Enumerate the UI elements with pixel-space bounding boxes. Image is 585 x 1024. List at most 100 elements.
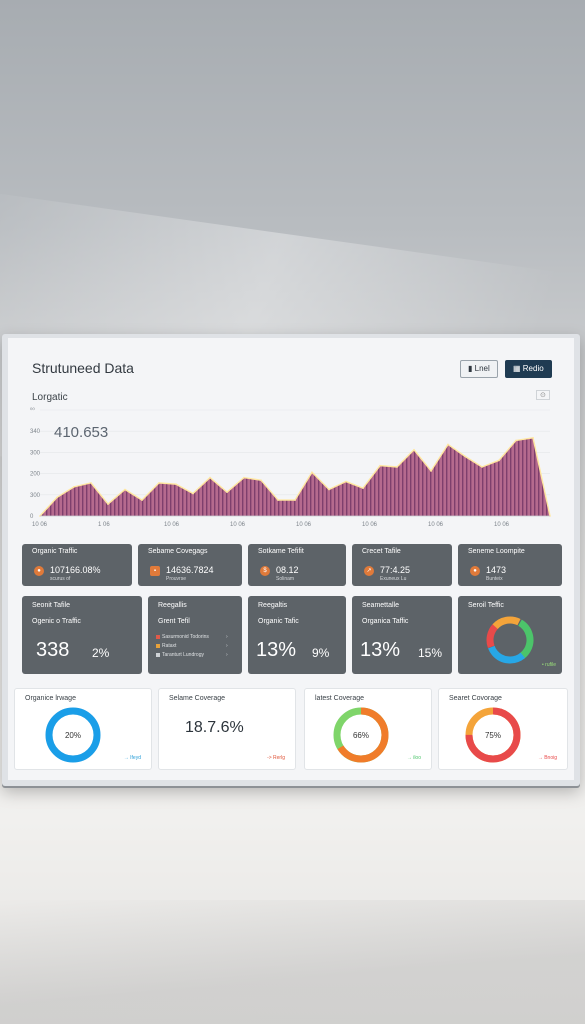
data-point: [107, 503, 109, 505]
metric-sub: Prouvrse: [166, 576, 187, 582]
chart-label: Lorgatic: [32, 392, 68, 403]
data-point: [413, 448, 415, 451]
multi-color-donut: [486, 616, 534, 664]
donut-center-text: 66%: [353, 731, 369, 740]
y-tick-label: ⁰⁰: [30, 407, 35, 414]
y-tick-label: 300: [30, 450, 41, 456]
data-point: [90, 482, 92, 484]
coverage-card-link[interactable]: -> Rerlg: [267, 755, 285, 761]
metric-card-title: Seneme Loompite: [468, 548, 525, 555]
metric-sub: scurus of: [50, 576, 71, 582]
coverage-card-1[interactable]: Organice lrwage 20% → Ifeyd: [14, 688, 152, 770]
data-point: [430, 470, 432, 472]
bars-icon: ▮: [468, 364, 475, 373]
coverage-card-link[interactable]: → iloo: [406, 755, 421, 761]
monitor-frame: Strutuneed Data ▮ Lnel ▦ Redio Lorgatic …: [2, 334, 580, 786]
coverage-card-link[interactable]: → Bnoig: [537, 755, 557, 761]
list-item-label: Taranturt Lundrogy: [162, 652, 204, 658]
app-title: Strutuneed Data: [32, 360, 134, 376]
coverage-card-title: latest Coverage: [315, 695, 365, 702]
data-point: [481, 466, 483, 468]
traffic-card-4[interactable]: Seamettalle Organica Taffic 13% 15%: [352, 596, 452, 674]
chart-options-icon[interactable]: ⊙: [536, 390, 550, 400]
chart-big-value: 410.653: [54, 424, 109, 441]
header-button-dark-label: Redio: [522, 364, 544, 373]
data-point: [226, 491, 228, 493]
metric-value: 107166.08%: [50, 565, 101, 575]
data-point: [294, 499, 296, 501]
metric-value: 1473: [486, 565, 507, 575]
chevron-right-icon: ›: [226, 652, 228, 658]
metric-card-title: Sotkame Tefifit: [258, 548, 304, 555]
donut-center-text: 75%: [485, 731, 501, 740]
traffic-card-foot: • rufile: [542, 662, 556, 668]
coverage-card-title: Searet Covorage: [449, 695, 502, 702]
coverage-card-3[interactable]: latest Coverage 66% → iloo: [304, 688, 432, 770]
x-tick-label: 10 06: [362, 522, 378, 528]
metric-icon: ↗: [364, 566, 374, 576]
coverage-donut: 20%: [45, 707, 101, 763]
chevron-right-icon: ›: [226, 643, 228, 649]
metric-value: 77:4.25: [380, 565, 411, 575]
x-tick-label: 10 06: [494, 522, 510, 528]
data-point: [209, 476, 211, 479]
traffic-card-percent: 2%: [92, 646, 110, 660]
traffic-card-2[interactable]: Reegallis Grent Tefil Sasurmonid Todorin…: [148, 596, 242, 674]
header-button-light[interactable]: ▮ Lnel: [460, 360, 498, 378]
y-tick-label: 300: [30, 493, 41, 499]
y-tick-label: 200: [30, 472, 41, 478]
metric-sub: Solinam: [276, 576, 295, 582]
data-point: [175, 483, 177, 485]
data-point: [73, 486, 75, 488]
data-point: [447, 443, 449, 446]
list-item[interactable]: Sasurmonid Todorins ›: [156, 634, 228, 640]
traffic-card-5[interactable]: Seroil Teffic • rufile: [458, 596, 562, 674]
list-item[interactable]: Taranturt Lundrogy ›: [156, 652, 228, 658]
metric-icon: ●: [470, 566, 480, 576]
metric-card-title: Organic Traffic: [32, 548, 78, 555]
data-point: [311, 471, 313, 474]
coverage-card-big-value: 18.7.6%: [185, 719, 244, 736]
traffic-card-big-value: 13%: [360, 639, 401, 661]
metric-icon: ▪: [150, 566, 160, 576]
data-point: [532, 437, 534, 439]
x-tick-label: 10 06: [296, 522, 312, 528]
metric-card-5[interactable]: Seneme Loompite ● 1473 Bunteix: [458, 544, 562, 586]
x-tick-label: 10 06: [230, 522, 246, 528]
data-point: [260, 479, 262, 482]
header-button-light-label: Lnel: [474, 364, 490, 373]
metric-card-1[interactable]: Organic Traffic ● 107166.08% scurus of: [22, 544, 132, 586]
coverage-card-2[interactable]: Selame Coverage 18.7.6% -> Rerlg: [158, 688, 296, 770]
metric-card-3[interactable]: Sotkame Tefifit $ 08.12 Solinam: [248, 544, 346, 586]
metric-sub: Bunteix: [486, 576, 503, 582]
list-item-label: Sasurmonid Todorins: [162, 634, 209, 640]
data-point: [464, 455, 466, 458]
data-point: [192, 492, 194, 495]
x-tick-label: 10 06: [164, 522, 180, 528]
floor-shadow: [0, 900, 585, 1024]
chevron-right-icon: ›: [226, 634, 228, 640]
coverage-card-4[interactable]: Searet Covorage 75% → Bnoig: [438, 688, 568, 770]
data-point: [243, 476, 245, 479]
metric-card-title: Sebame Covegags: [148, 548, 208, 555]
traffic-card-big-value: 338: [36, 639, 70, 661]
metric-card-title: Crecet Tafile: [362, 548, 401, 555]
list-item[interactable]: Rataxt ›: [156, 643, 228, 649]
traffic-card-3[interactable]: Reegaltis Organic Tafic 13% 9%: [248, 596, 346, 674]
metric-icon: $: [260, 566, 270, 576]
traffic-card-title: Seonit Tafile: [32, 602, 71, 609]
coverage-card-title: Organice lrwage: [25, 695, 76, 702]
traffic-card-subtitle: Organic Tafic: [258, 618, 299, 625]
data-point: [515, 439, 517, 442]
data-point: [362, 487, 364, 489]
x-tick-label: 10 06: [428, 522, 444, 528]
coverage-card-link[interactable]: → Ifeyd: [123, 755, 141, 761]
donut-center-text: 20%: [65, 731, 81, 740]
data-point: [498, 459, 500, 462]
data-point: [141, 499, 143, 501]
data-point: [379, 464, 381, 467]
traffic-card-1[interactable]: Seonit Tafile Ogenic o Traffic 338 2%: [22, 596, 142, 674]
metric-card-4[interactable]: Crecet Tafile ↗ 77:4.25 Exuneux Lu: [352, 544, 452, 586]
metric-card-2[interactable]: Sebame Covegags ▪ 14636.7824 Prouvrse: [138, 544, 242, 586]
header-button-dark[interactable]: ▦ Redio: [505, 360, 552, 378]
